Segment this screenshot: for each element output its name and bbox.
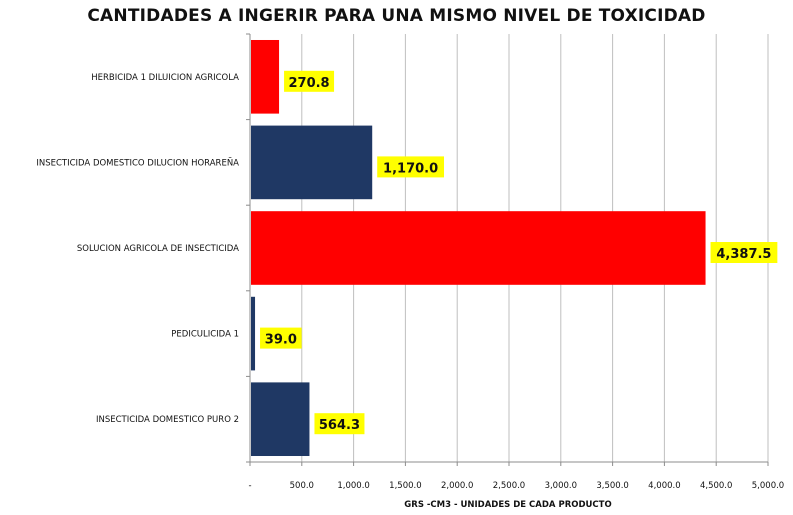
x-tick-label: - xyxy=(248,481,251,491)
data-label-background xyxy=(314,413,365,435)
x-tick-label: 3,000.0 xyxy=(545,481,577,491)
data-label-background xyxy=(284,70,335,92)
x-tick-label: 4,000.0 xyxy=(648,481,680,491)
category-label: INSECTICIDA DOMESTICO DILUCION HORAREÑA xyxy=(36,157,239,168)
x-tick-label: 4,500.0 xyxy=(700,481,732,491)
data-label-background xyxy=(710,242,778,263)
bar xyxy=(251,39,280,114)
data-label: 1,170.0 xyxy=(383,161,438,176)
bar xyxy=(251,296,256,371)
x-tick-label: 2,000.0 xyxy=(441,481,473,491)
category-label: PEDICULICIDA 1 xyxy=(171,330,239,340)
bar xyxy=(251,382,310,457)
chart-title: CANTIDADES A INGERIR PARA UNA MISMO NIVE… xyxy=(87,6,706,26)
data-label: 564.3 xyxy=(319,418,360,433)
data-label: 39.0 xyxy=(265,333,297,348)
x-tick-label: 500.0 xyxy=(290,481,314,491)
data-label-background xyxy=(377,156,445,178)
data-label-background xyxy=(260,327,302,349)
category-label: SOLUCION AGRICOLA DE INSECTICIDA xyxy=(77,244,239,254)
x-tick-label: 3,500.0 xyxy=(596,481,628,491)
x-tick-label: 1,500.0 xyxy=(389,481,421,491)
x-axis-title: GRS -CM3 - UNIDADES DE CADA PRODUCTO xyxy=(404,500,611,510)
data-label: 270.8 xyxy=(288,76,329,91)
x-tick-label: 2,500.0 xyxy=(493,481,525,491)
bar xyxy=(251,211,706,285)
x-tick-label: 5,000.0 xyxy=(752,481,784,491)
category-label: HERBICIDA 1 DILUICION AGRICOLA xyxy=(91,73,239,83)
bar xyxy=(251,125,373,200)
data-label: 4,387.5 xyxy=(716,247,771,262)
category-label: INSECTICIDA DOMESTICO PURO 2 xyxy=(96,415,239,425)
x-tick-label: 1,000.0 xyxy=(337,481,369,491)
